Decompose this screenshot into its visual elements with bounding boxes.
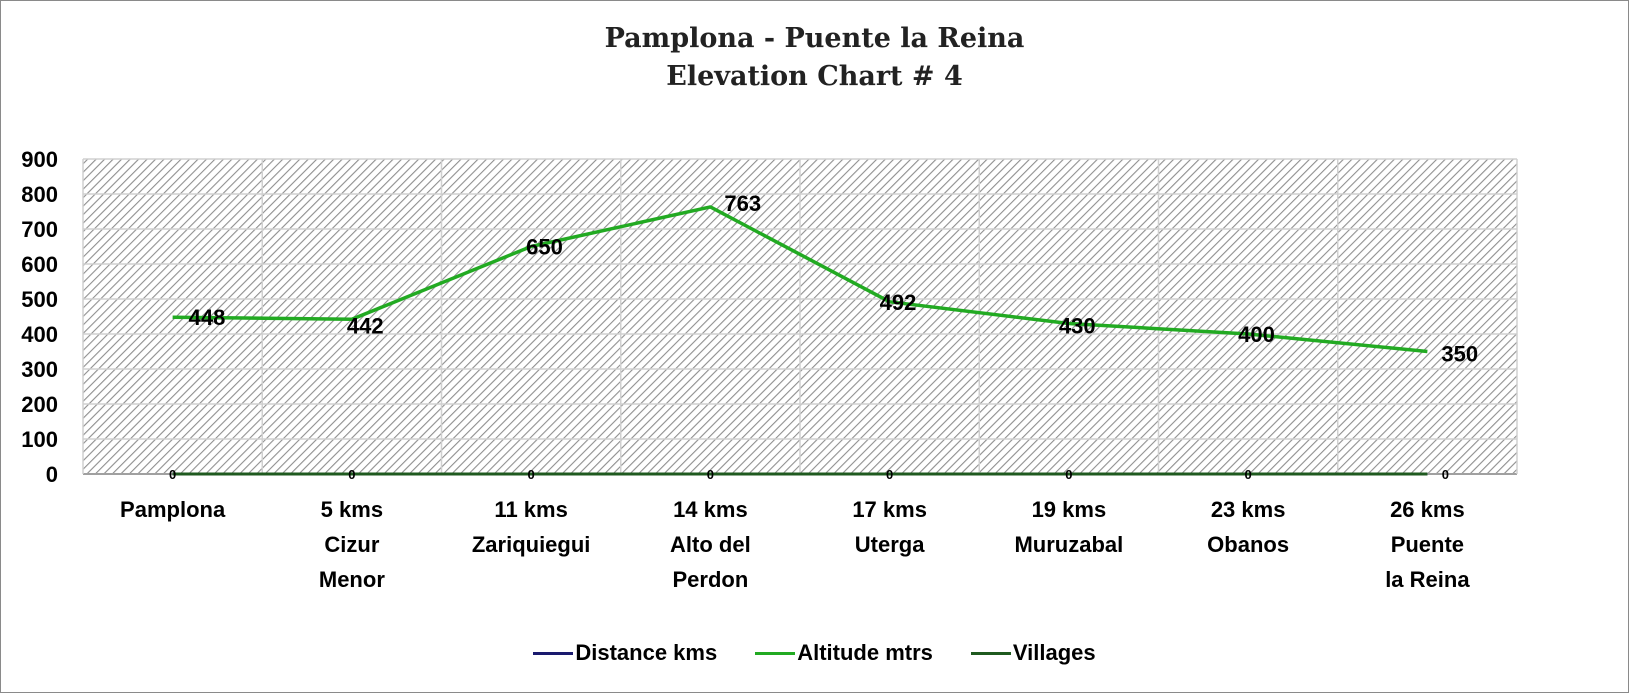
y-tick-label: 100 <box>21 427 58 452</box>
y-tick-label: 500 <box>21 287 58 312</box>
data-label-villages: 0 <box>1065 467 1072 482</box>
data-label-villages: 0 <box>1442 467 1449 482</box>
chart-title-line2: Elevation Chart # 4 <box>666 61 963 92</box>
y-tick-label: 300 <box>21 357 58 382</box>
legend-label-distance: Distance kms <box>575 640 718 665</box>
y-tick-label: 400 <box>21 322 58 347</box>
y-axis: 0 100 200 300 400 500 600 700 800 900 <box>21 147 58 487</box>
data-label-altitude: 650 <box>526 235 563 260</box>
y-tick-label: 0 <box>46 462 58 487</box>
y-tick-label: 200 <box>21 392 58 417</box>
x-tick-label: 26 kms Puente la Reina <box>1385 497 1470 592</box>
data-label-altitude: 448 <box>189 305 226 330</box>
x-tick-label: 14 kms Alto del Perdon <box>670 497 751 592</box>
legend-swatch-altitude <box>755 651 796 655</box>
data-label-villages: 0 <box>707 467 714 482</box>
legend: Distance kms Altitude mtrs Villages <box>0 640 1629 666</box>
legend-label-altitude: Altitude mtrs <box>797 640 933 665</box>
x-tick-label: 17 kms Uterga <box>852 497 927 557</box>
data-label-villages: 0 <box>1245 467 1252 482</box>
legend-swatch-villages <box>970 651 1011 655</box>
data-label-villages: 0 <box>886 467 893 482</box>
y-tick-label: 700 <box>21 217 58 242</box>
data-label-villages: 0 <box>348 467 355 482</box>
y-tick-label: 900 <box>21 147 58 172</box>
y-tick-label: 800 <box>21 182 58 207</box>
data-label-villages: 0 <box>528 467 535 482</box>
data-label-villages: 0 <box>169 467 176 482</box>
data-label-altitude: 430 <box>1059 314 1096 339</box>
legend-label-villages: Villages <box>1012 640 1096 665</box>
series-lines <box>172 205 1428 476</box>
legend-item-villages: Villages <box>970 640 1096 666</box>
x-tick-label: 23 kms Obanos <box>1207 497 1290 557</box>
series-line-altitude-mtrs <box>172 205 1428 354</box>
y-tick-label: 600 <box>21 252 58 277</box>
x-tick-label: Pamplona <box>120 497 226 522</box>
data-label-altitude: 442 <box>347 313 384 338</box>
legend-item-altitude: Altitude mtrs <box>755 640 933 666</box>
data-label-altitude: 492 <box>880 290 917 315</box>
chart-title-line1: Pamplona - Puente la Reina <box>604 23 1025 54</box>
legend-item-distance: Distance kms <box>533 640 717 666</box>
x-tick-label: 11 kms Zariquiegui <box>471 497 591 557</box>
data-label-altitude: 350 <box>1441 342 1478 367</box>
x-tick-label: 19 kms Muruzabal <box>1014 497 1124 557</box>
x-tick-label: 5 kms Cizur Menor <box>318 497 385 592</box>
data-labels: 448 442 650 763 492 430 400 350 0 0 0 0 0 0 0 0 <box>169 191 1478 482</box>
legend-swatch-distance <box>533 651 574 655</box>
data-label-altitude: 400 <box>1238 322 1275 347</box>
data-label-altitude: 763 <box>724 191 761 216</box>
